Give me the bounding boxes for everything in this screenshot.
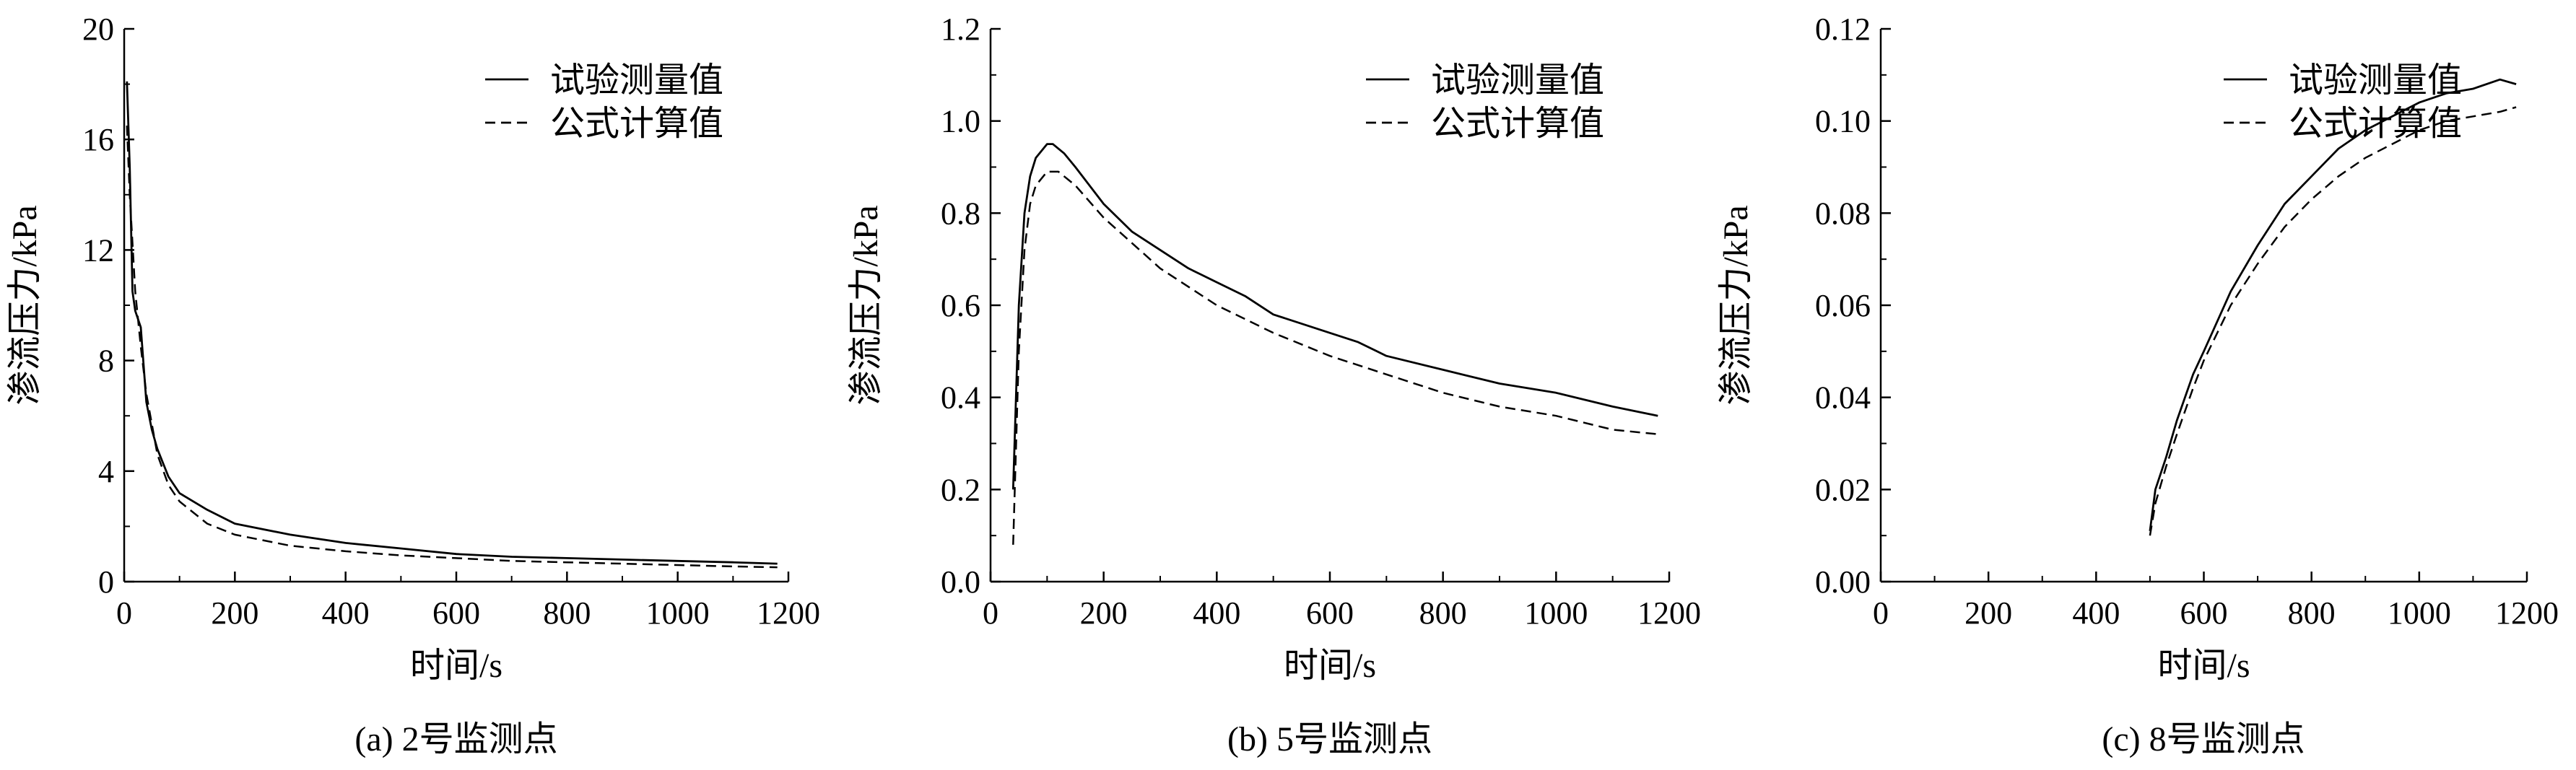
- chart-panel-1: 0 200 400 600 800 1000 1200 0 4 8 12 16 20 时间/s 渗流压力/k…: [6, 12, 820, 758]
- legend-label: 公式计算值: [550, 105, 723, 143]
- chart-panel-2: 0 200 400 600 800 1000 1200 0.0 0.2 0.4 0.6 0.8 1.0 1…: [847, 12, 1701, 758]
- x-axis-title: 时间/s: [1284, 647, 1376, 685]
- y-tick-label: 0.6: [941, 288, 980, 323]
- x-tick-label: 600: [2180, 595, 2228, 631]
- y-tick-label: 8: [98, 344, 114, 379]
- x-tick-label: 1000: [646, 595, 710, 631]
- x-tick-label: 200: [1080, 595, 1128, 631]
- x-tick-label: 800: [543, 595, 591, 631]
- x-tick-label: 0: [983, 595, 998, 631]
- x-axis-title: 时间/s: [410, 647, 502, 685]
- x-tick-label: 1000: [1524, 595, 1588, 631]
- series-line-measured: [2149, 78, 2517, 531]
- y-axis-title: 渗流压力/kPa: [6, 205, 44, 405]
- x-tick-label: 800: [2288, 595, 2336, 631]
- x-tick-label: 1200: [757, 595, 820, 631]
- y-tick-label: 0.10: [1815, 104, 1871, 139]
- y-tick-label: 0.0: [941, 564, 980, 600]
- x-tick-label: 600: [432, 595, 480, 631]
- x-tick-label: 600: [1306, 595, 1354, 631]
- panel-caption: (c) 8号监测点: [2102, 720, 2305, 758]
- y-tick-label: 0.04: [1815, 380, 1871, 416]
- legend-label: 试验测量值: [1431, 61, 1604, 100]
- x-tick-label: 400: [2072, 595, 2120, 631]
- y-tick-label: 16: [82, 122, 114, 157]
- x-tick-label: 1200: [1637, 595, 1701, 631]
- y-tick-label: 20: [82, 12, 114, 47]
- y-tick-label: 0.2: [941, 472, 980, 507]
- series-line-formula: [126, 126, 778, 569]
- x-tick-label: 0: [1873, 595, 1889, 631]
- x-tick-label: 1200: [2495, 595, 2559, 631]
- x-tick-label: 400: [1193, 595, 1240, 631]
- series-line-measured: [1011, 143, 1658, 490]
- y-tick-label: 0.06: [1815, 288, 1871, 323]
- x-tick-label: 200: [211, 595, 258, 631]
- y-tick-label: 1.2: [941, 12, 980, 47]
- x-tick-label: 200: [1964, 595, 2012, 631]
- y-tick-label: 0.4: [941, 380, 980, 416]
- legend-label: 公式计算值: [2289, 105, 2462, 143]
- y-tick-label: 0.08: [1815, 196, 1871, 231]
- legend-label: 公式计算值: [1431, 105, 1604, 143]
- y-tick-label: 0.00: [1815, 564, 1871, 600]
- y-tick-label: 12: [82, 232, 114, 268]
- y-tick-label: 0.12: [1815, 12, 1871, 47]
- y-tick-label: 0.8: [941, 196, 980, 231]
- y-tick-label: 0: [98, 564, 114, 600]
- panel-caption: (a) 2号监测点: [354, 720, 557, 758]
- y-tick-label: 0.02: [1815, 472, 1871, 507]
- x-tick-label: 1000: [2388, 595, 2451, 631]
- x-tick-label: 400: [322, 595, 370, 631]
- legend-label: 试验测量值: [2289, 61, 2462, 100]
- x-tick-label: 800: [1419, 595, 1467, 631]
- y-tick-label: 4: [98, 454, 114, 489]
- series-line-formula: [2149, 106, 2517, 536]
- panel-caption: (b) 5号监测点: [1227, 720, 1432, 758]
- series-line-formula: [1012, 170, 1658, 545]
- x-tick-label: 0: [116, 595, 132, 631]
- y-tick-label: 1.0: [941, 104, 980, 139]
- x-axis-title: 时间/s: [2157, 647, 2250, 685]
- series-line-measured: [126, 81, 778, 565]
- y-axis-title: 渗流压力/kPa: [847, 205, 885, 405]
- chart-panel-3: 0 200 400 600 800 1000 1200 0.00 0.02 0.04 0.06 0.0…: [1717, 12, 2559, 758]
- y-axis-title: 渗流压力/kPa: [1717, 205, 1755, 405]
- legend-label: 试验测量值: [550, 61, 723, 100]
